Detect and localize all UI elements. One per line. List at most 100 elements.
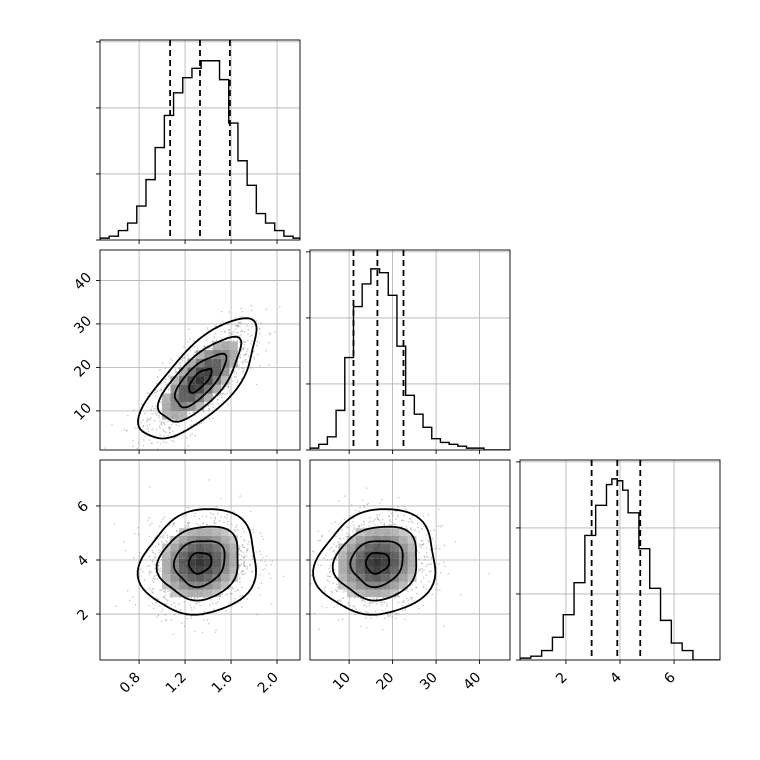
scatter-point: [243, 343, 246, 346]
density-cell: [195, 402, 205, 411]
scatter-point: [148, 587, 151, 590]
scatter-point: [425, 587, 428, 590]
scatter-point: [195, 522, 198, 525]
density-cell: [373, 574, 382, 582]
panel-scatter-y-z: 10 20 30 40: [306, 459, 511, 693]
scatter-point: [111, 424, 113, 426]
scatter-point: [192, 411, 195, 414]
scatter-point: [217, 398, 219, 401]
scatter-point: [242, 370, 245, 372]
scatter-point: [155, 429, 158, 431]
density-cell: [355, 566, 365, 575]
scatter-point: [242, 556, 245, 558]
scatter-point: [237, 529, 239, 531]
scatter-point: [243, 530, 246, 533]
scatter-point: [271, 560, 274, 562]
scatter-point: [187, 524, 190, 526]
scatter-point: [459, 594, 462, 596]
scatter-point: [381, 609, 384, 612]
scatter-point: [239, 330, 242, 333]
scatter-point: [166, 541, 168, 543]
scatter-point: [232, 339, 235, 342]
density-cell: [170, 384, 179, 394]
density-cell: [390, 566, 400, 575]
scatter-point: [454, 541, 456, 543]
scatter-point: [238, 548, 241, 550]
density-cell: [407, 574, 417, 582]
scatter-point: [427, 556, 429, 559]
scatter-point: [164, 589, 166, 592]
scatter-point: [178, 603, 180, 606]
scatter-point: [208, 622, 210, 625]
scatter-point: [168, 428, 171, 431]
scatter-point: [431, 593, 434, 596]
scatter-point: [206, 327, 209, 329]
x-tick-label: 6: [661, 669, 679, 687]
scatter-point: [365, 605, 368, 608]
scatter-point: [143, 578, 146, 581]
scatter-point: [172, 522, 175, 525]
scatter-point: [157, 614, 160, 617]
scatter-point: [420, 562, 423, 565]
scatter-point: [488, 572, 490, 575]
scatter-point: [369, 602, 371, 605]
scatter-point: [408, 521, 410, 523]
scatter-point: [148, 392, 150, 395]
scatter-point: [376, 518, 379, 520]
scatter-point: [194, 357, 197, 359]
scatter-point: [408, 602, 410, 605]
scatter-point: [213, 522, 216, 524]
scatter-point: [333, 549, 335, 552]
scatter-point: [151, 442, 153, 444]
scatter-point: [421, 528, 423, 531]
scatter-point: [228, 334, 231, 337]
scatter-point: [268, 573, 270, 575]
scatter-point: [234, 597, 236, 600]
scatter-point: [235, 526, 237, 529]
scatter-point: [152, 581, 155, 583]
scatter-point: [174, 368, 177, 370]
scatter-point: [331, 522, 333, 524]
scatter-point: [235, 376, 238, 378]
scatter-point: [169, 362, 172, 364]
density-cell: [178, 535, 188, 544]
scatter-point: [236, 325, 238, 327]
scatter-point: [194, 351, 196, 354]
scatter-point: [326, 579, 329, 582]
density-cell: [212, 341, 222, 350]
scatter-point: [175, 530, 178, 532]
scatter-point: [409, 527, 412, 529]
scatter-point: [219, 497, 222, 500]
scatter-point: [158, 416, 160, 419]
scatter-point: [422, 586, 425, 589]
scatter-point: [330, 590, 333, 593]
scatter-point: [196, 347, 199, 350]
scatter-point: [397, 601, 400, 604]
density-cell: [355, 558, 365, 567]
scatter-point: [333, 543, 336, 545]
scatter-point: [247, 328, 250, 331]
scatter-point: [168, 426, 171, 429]
scatter-point: [169, 357, 172, 360]
scatter-point: [173, 437, 175, 439]
scatter-point: [142, 444, 145, 447]
scatter-point: [197, 524, 200, 526]
density-cell: [355, 581, 365, 590]
scatter-point: [187, 341, 189, 343]
scatter-point: [249, 367, 252, 369]
scatter-point: [142, 425, 145, 427]
scatter-point: [378, 514, 381, 516]
scatter-point: [265, 555, 268, 558]
scatter-point: [128, 599, 131, 602]
scatter-point: [258, 328, 261, 330]
panel-content: [520, 460, 720, 660]
scatter-point: [352, 520, 354, 523]
density-cell: [373, 551, 382, 559]
density-cell: [187, 367, 196, 377]
scatter-point: [202, 522, 204, 525]
scatter-point: [239, 581, 241, 583]
scatter-point: [243, 540, 246, 542]
density-cell: [390, 543, 400, 552]
scatter-point: [150, 589, 152, 592]
scatter-point: [137, 526, 139, 529]
